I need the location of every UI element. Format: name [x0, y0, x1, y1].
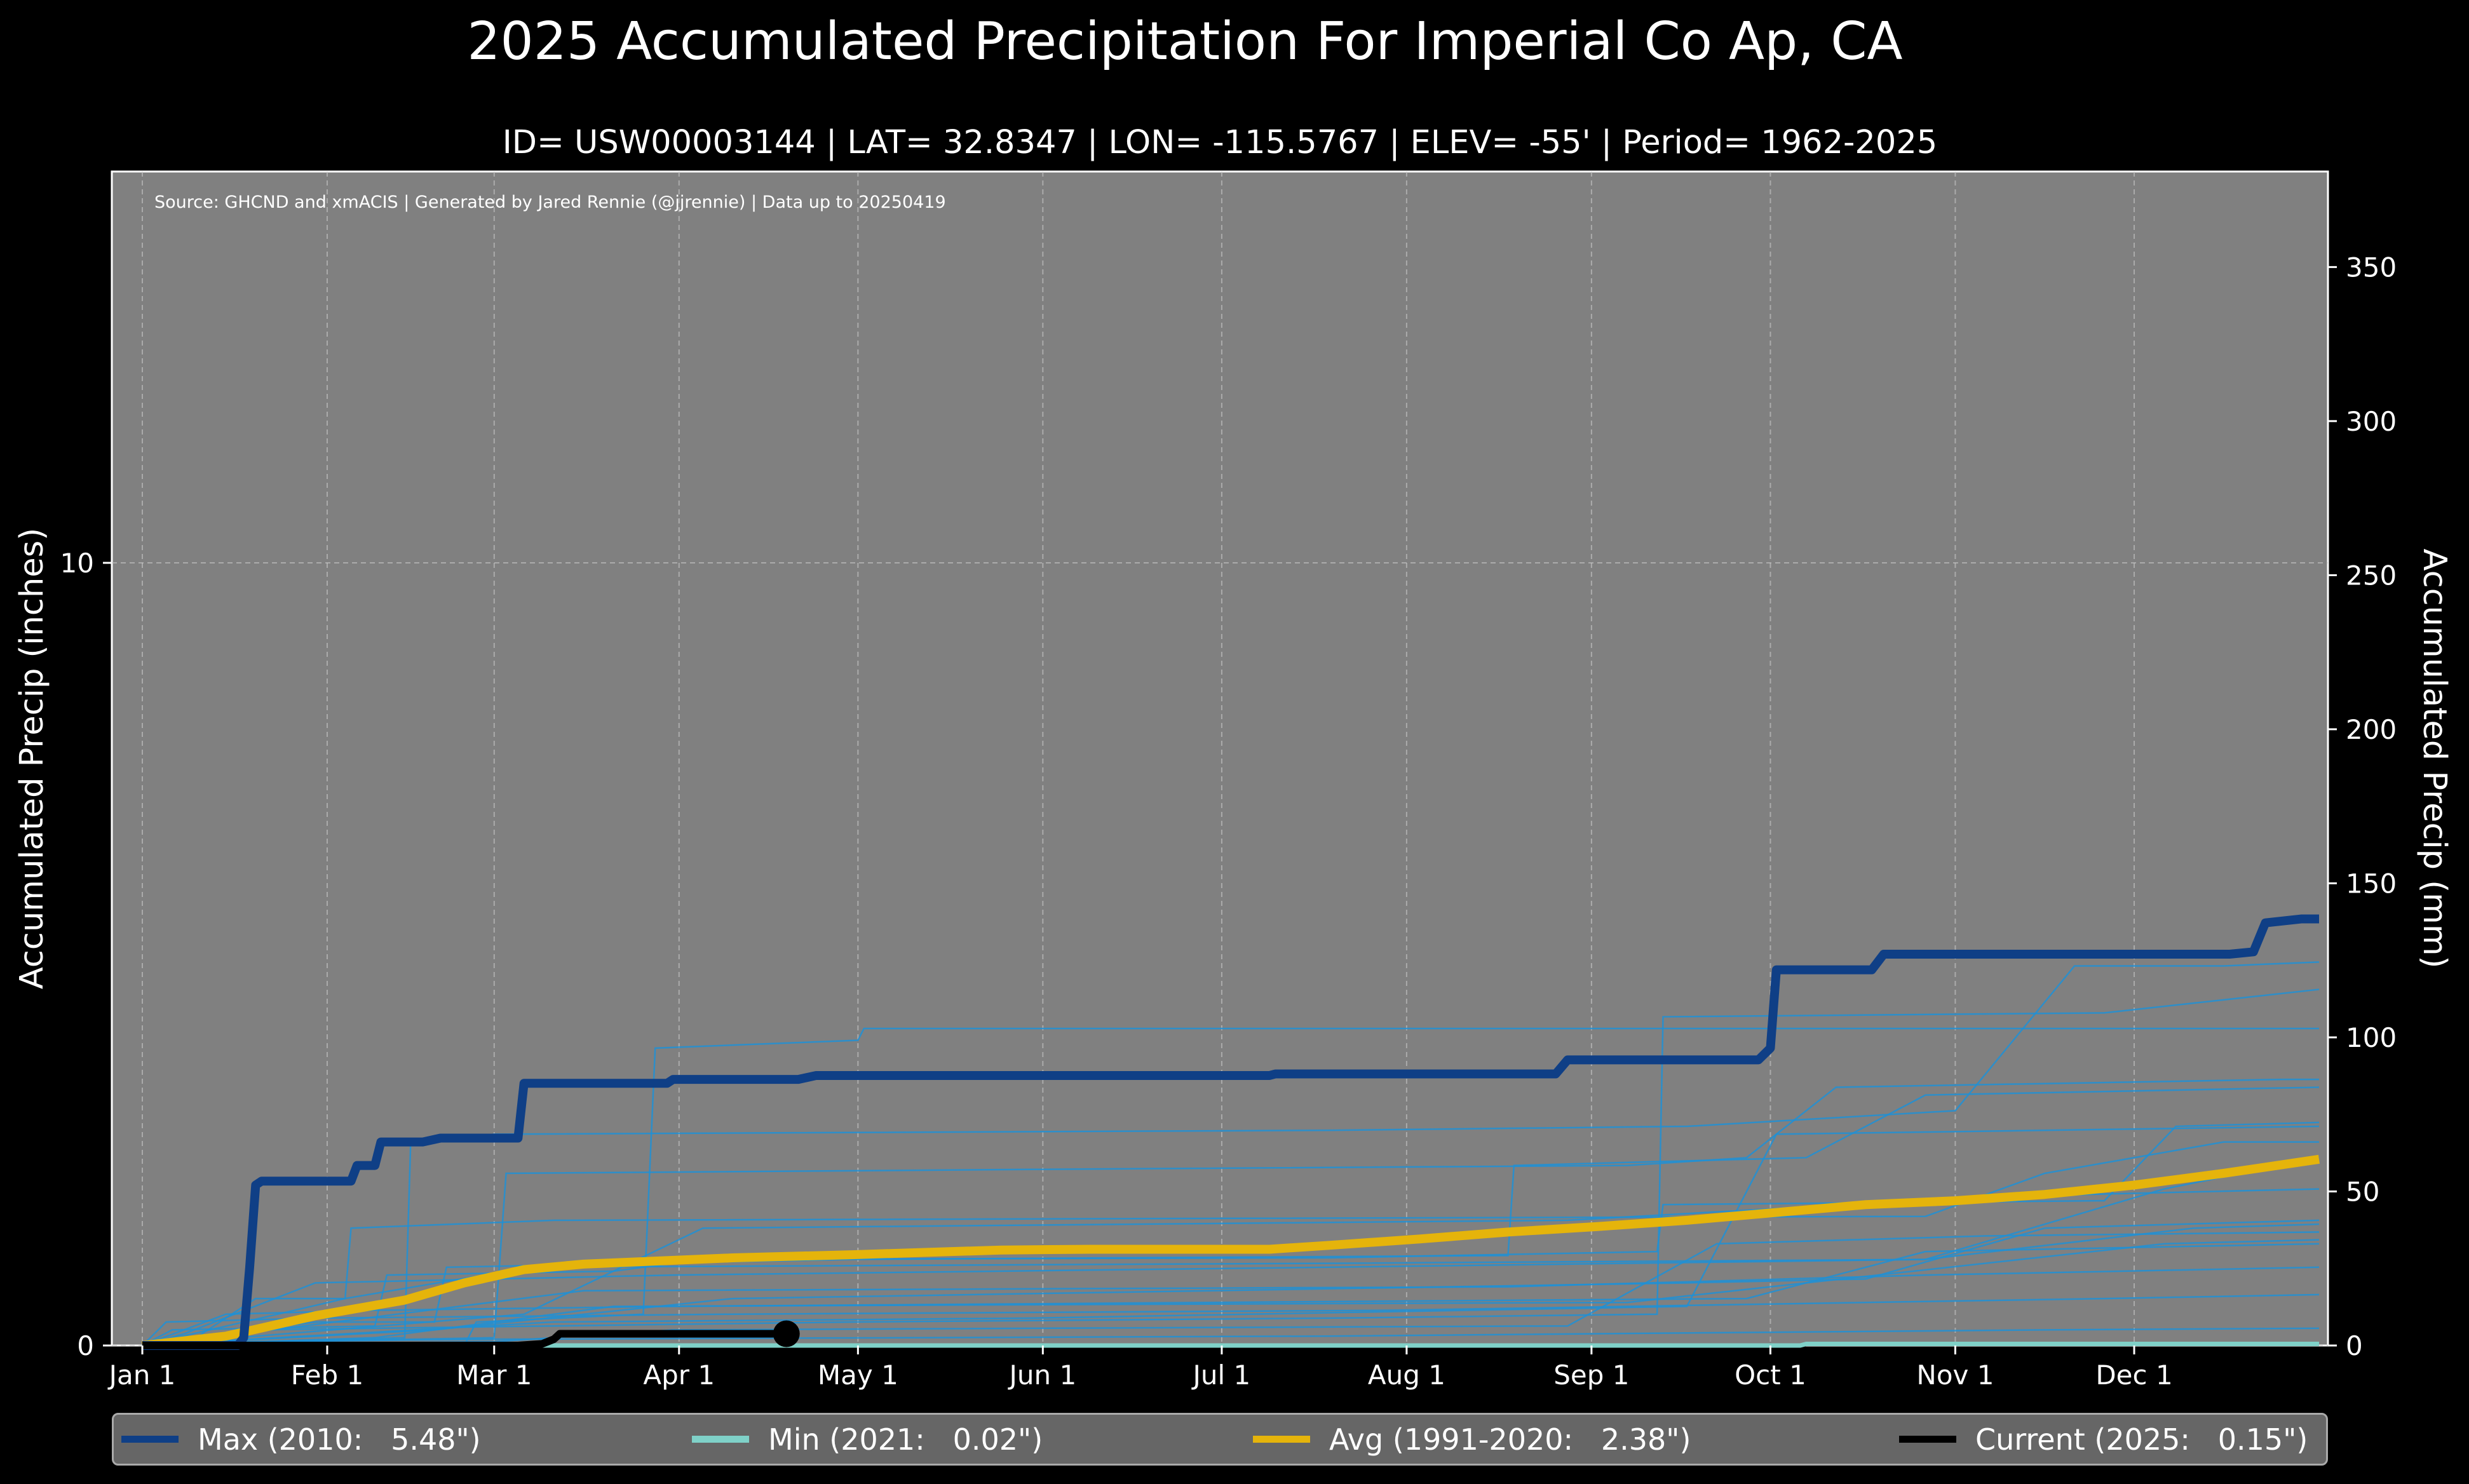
legend-swatch-max: [121, 1436, 179, 1443]
x-tick-label: Mar 1: [456, 1359, 532, 1391]
chart-subtitle: ID= USW00003144 | LAT= 32.8347 | LON= -1…: [502, 124, 1938, 161]
legend: Max (2010: 5.48") Min (2021: 0.02") Avg …: [112, 1413, 2328, 1466]
historical-year-line: [142, 1231, 2320, 1347]
legend-label-current: Current (2025: 0.15"): [1975, 1422, 2308, 1457]
legend-item-avg: Avg (1991-2020: 2.38"): [1253, 1415, 1691, 1464]
legend-label-max: Max (2010: 5.48"): [198, 1422, 481, 1457]
series-line-max: [142, 914, 2319, 1350]
y-right-tick-label: 100: [2346, 1022, 2397, 1053]
legend-swatch-current: [1899, 1436, 1956, 1443]
legend-swatch-min: [692, 1436, 749, 1443]
current-marker: [773, 1320, 800, 1347]
legend-item-max: Max (2010: 5.48"): [121, 1415, 481, 1464]
x-tick-label: Oct 1: [1735, 1359, 1806, 1391]
x-tick-label: Jul 1: [1191, 1359, 1251, 1391]
y-axis-right-ticks: 0 50 100 150 200 250 300 350: [2328, 252, 2397, 1361]
x-tick-label: Sep 1: [1553, 1359, 1629, 1391]
x-tick-label: May 1: [818, 1359, 898, 1391]
x-tick-label: Dec 1: [2095, 1359, 2172, 1391]
y-right-tick-label: 150: [2346, 868, 2397, 899]
y-right-tick-label: 250: [2346, 560, 2397, 591]
series-line-current: [142, 1330, 787, 1349]
historical-year-line: [142, 1293, 2320, 1346]
y-right-tick-label: 200: [2346, 714, 2397, 745]
x-axis-ticks: Jan 1 Feb 1 Mar 1 Apr 1 May 1 Jun 1 Jul 1 Aug 1…: [107, 1346, 2173, 1391]
historical-year-line: [142, 1086, 2320, 1347]
source-note: Source: GHCND and xmACIS | Generated by …: [154, 192, 946, 212]
y-axis-ticks: 0 10: [60, 548, 112, 1361]
x-tick-label: Apr 1: [643, 1359, 715, 1391]
legend-label-avg: Avg (1991-2020: 2.38"): [1329, 1422, 1691, 1457]
y-right-tick-label: 300: [2346, 406, 2397, 437]
x-tick-label: Jun 1: [1007, 1359, 1076, 1391]
y-right-tick-label: 350: [2346, 252, 2397, 283]
x-tick-label: Aug 1: [1368, 1359, 1445, 1391]
series-line-min: [142, 1342, 2319, 1348]
historical-year-line: [142, 1223, 2320, 1347]
summary-lines: [142, 914, 2320, 1350]
y-axis-label: Accumulated Precip (inches): [13, 528, 51, 989]
y-tick-label: 10: [60, 548, 94, 579]
y-tick-label: 0: [77, 1330, 94, 1361]
legend-swatch-avg: [1253, 1436, 1310, 1443]
historical-year-line: [142, 1239, 2320, 1347]
y-right-tick-label: 0: [2346, 1330, 2363, 1361]
plot-background: [111, 170, 2329, 1347]
x-tick-label: Feb 1: [291, 1359, 363, 1391]
chart-title: 2025 Accumulated Precipitation For Imper…: [467, 11, 1903, 72]
y-right-tick-label: 50: [2346, 1176, 2379, 1207]
legend-item-current: Current (2025: 0.15"): [1899, 1415, 2308, 1464]
historical-year-line: [142, 961, 2320, 1347]
series-line-avg: [142, 1154, 2320, 1350]
legend-item-min: Min (2021: 0.02"): [692, 1415, 1043, 1464]
x-tick-label: Nov 1: [1916, 1359, 1994, 1391]
legend-label-min: Min (2021: 0.02"): [768, 1422, 1043, 1457]
historical-year-line: [142, 1157, 2320, 1347]
x-tick-label: Jan 1: [107, 1359, 176, 1391]
y-axis-right-label: Accumulated Precip (mm): [2416, 549, 2453, 969]
historical-year-line: [142, 1266, 2320, 1347]
